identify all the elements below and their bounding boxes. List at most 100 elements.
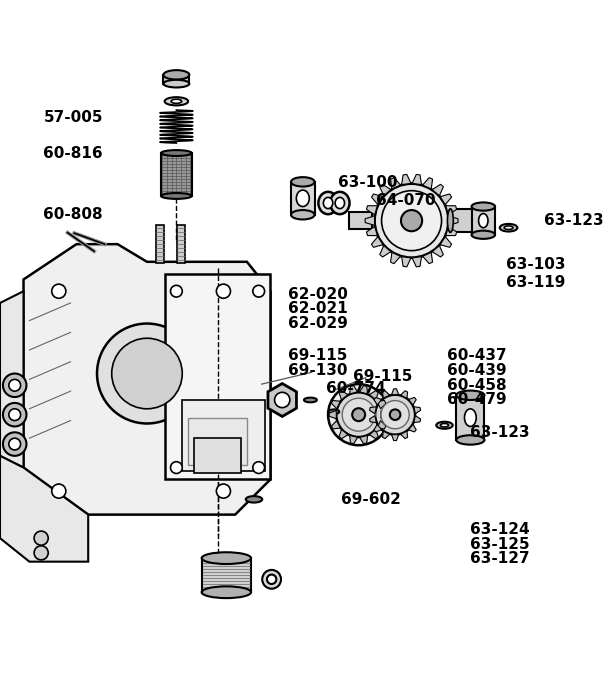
Text: 63-103: 63-103: [506, 257, 565, 272]
Circle shape: [52, 484, 66, 498]
Polygon shape: [414, 416, 420, 423]
Circle shape: [97, 323, 197, 424]
Circle shape: [217, 484, 231, 498]
Ellipse shape: [163, 70, 189, 80]
Circle shape: [9, 379, 21, 391]
Ellipse shape: [304, 398, 317, 402]
Polygon shape: [412, 257, 422, 267]
Circle shape: [3, 374, 26, 397]
Polygon shape: [390, 178, 400, 189]
Polygon shape: [446, 206, 457, 215]
Text: 63-125: 63-125: [471, 536, 530, 552]
Polygon shape: [360, 386, 368, 394]
Polygon shape: [370, 391, 378, 400]
Ellipse shape: [165, 97, 188, 106]
Polygon shape: [374, 398, 382, 405]
Polygon shape: [165, 274, 271, 480]
Text: 69-115: 69-115: [353, 369, 412, 384]
Ellipse shape: [291, 177, 315, 187]
Text: 69-115: 69-115: [288, 349, 348, 363]
Ellipse shape: [329, 410, 339, 414]
Bar: [450, 209, 483, 232]
Polygon shape: [401, 257, 411, 267]
Ellipse shape: [163, 80, 189, 88]
Text: 62-029: 62-029: [288, 316, 348, 331]
Bar: [161, 153, 192, 196]
Text: 60-816: 60-816: [43, 146, 103, 160]
Bar: [177, 225, 185, 263]
Bar: [194, 438, 241, 473]
Circle shape: [171, 286, 182, 297]
Text: 63-123: 63-123: [544, 214, 603, 228]
Circle shape: [381, 400, 409, 429]
Ellipse shape: [246, 496, 262, 503]
Ellipse shape: [457, 435, 485, 444]
Ellipse shape: [291, 210, 315, 220]
Ellipse shape: [202, 587, 251, 598]
Text: 63-127: 63-127: [471, 551, 530, 566]
Polygon shape: [349, 386, 357, 394]
Polygon shape: [401, 391, 408, 398]
Polygon shape: [432, 246, 444, 257]
Polygon shape: [370, 430, 378, 439]
Polygon shape: [379, 246, 391, 257]
Ellipse shape: [471, 202, 495, 211]
Polygon shape: [390, 253, 400, 264]
Text: 60-458: 60-458: [447, 378, 507, 393]
Bar: [202, 558, 251, 592]
Bar: [291, 182, 315, 215]
Ellipse shape: [318, 192, 338, 214]
Polygon shape: [379, 184, 391, 196]
Text: 60-439: 60-439: [447, 363, 507, 378]
Circle shape: [34, 531, 48, 545]
Polygon shape: [163, 75, 189, 84]
Polygon shape: [0, 456, 88, 561]
Polygon shape: [370, 407, 376, 414]
Text: 60-479: 60-479: [447, 393, 507, 407]
Polygon shape: [339, 430, 348, 439]
Ellipse shape: [465, 409, 476, 426]
Ellipse shape: [262, 570, 281, 589]
Circle shape: [9, 438, 21, 450]
Ellipse shape: [161, 150, 192, 156]
Polygon shape: [382, 431, 390, 439]
Polygon shape: [374, 424, 382, 432]
Polygon shape: [423, 253, 433, 264]
Polygon shape: [377, 421, 386, 429]
Polygon shape: [349, 435, 357, 444]
Circle shape: [275, 392, 290, 407]
Text: 63-119: 63-119: [506, 275, 565, 290]
Circle shape: [352, 408, 365, 421]
Ellipse shape: [323, 197, 333, 209]
Polygon shape: [360, 435, 368, 444]
Circle shape: [52, 284, 66, 298]
Polygon shape: [401, 431, 408, 439]
Circle shape: [337, 392, 381, 437]
Polygon shape: [414, 407, 420, 414]
Ellipse shape: [504, 226, 513, 230]
Text: 60-774: 60-774: [326, 381, 386, 395]
Circle shape: [112, 338, 182, 409]
Circle shape: [375, 183, 449, 258]
Text: 63-100: 63-100: [338, 175, 398, 190]
Ellipse shape: [471, 230, 495, 239]
Bar: [349, 212, 371, 230]
Circle shape: [328, 384, 389, 445]
Polygon shape: [392, 435, 398, 440]
Polygon shape: [440, 237, 452, 247]
Text: 63-124: 63-124: [471, 522, 530, 537]
Polygon shape: [339, 391, 348, 400]
Circle shape: [342, 398, 375, 431]
Circle shape: [3, 403, 26, 426]
Ellipse shape: [447, 209, 453, 232]
Ellipse shape: [436, 421, 453, 429]
Circle shape: [9, 409, 21, 421]
Ellipse shape: [330, 192, 349, 214]
Polygon shape: [370, 416, 376, 423]
Polygon shape: [329, 411, 337, 419]
Text: 69-130: 69-130: [288, 363, 348, 378]
Ellipse shape: [441, 424, 449, 427]
Ellipse shape: [202, 552, 251, 564]
Circle shape: [171, 462, 182, 473]
Bar: [156, 225, 164, 263]
